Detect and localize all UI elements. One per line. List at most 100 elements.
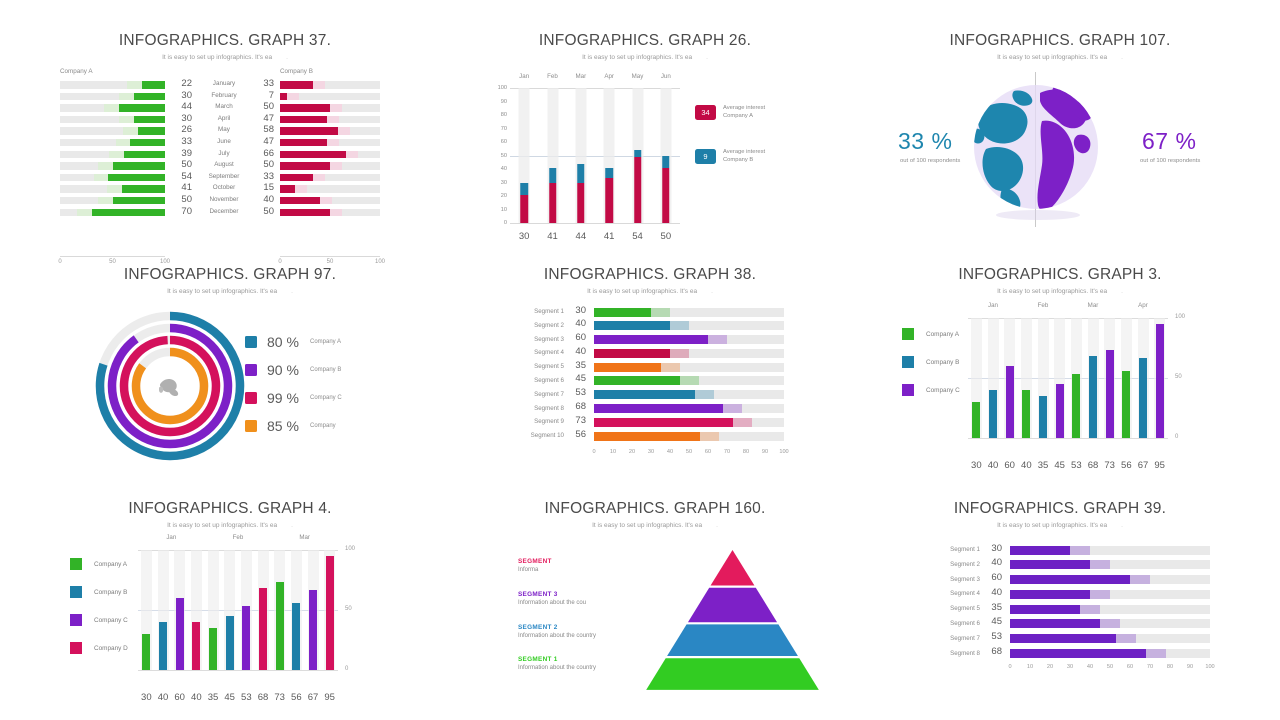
company-b-bar-track <box>280 196 380 205</box>
segment-bar-fill <box>594 390 695 400</box>
y-axis-tick: 30 <box>500 179 507 186</box>
axis-tick-label: 50 <box>326 259 334 265</box>
panel-subtitle: It is easy to set up infographics. It's … <box>997 288 1123 295</box>
y-axis-tick: 60 <box>500 139 507 145</box>
segment-label: Segment 4 <box>534 349 564 357</box>
table-row: 41 October 15 <box>60 182 380 195</box>
column-bar <box>1055 384 1064 438</box>
gridline <box>138 610 338 611</box>
left-percent-value: 33 % <box>898 128 953 154</box>
column-bar <box>192 622 201 670</box>
y-axis-tick: 10 <box>500 206 507 213</box>
column-background <box>190 550 202 670</box>
company-a-value: 50 <box>181 193 192 205</box>
y-axis-tick: 0 <box>1175 434 1179 440</box>
column-background <box>207 550 219 670</box>
pyramid-label-title: SEGMENT 2 <box>518 624 558 631</box>
series-a-segment <box>520 194 528 223</box>
legend-label-line-1: Average interest <box>723 148 766 155</box>
segment-label: Segment 6 <box>950 619 980 627</box>
month-label: Feb <box>232 534 244 541</box>
y-axis-tick: 40 <box>500 166 507 172</box>
month-label: Jan <box>519 73 530 80</box>
company-a-bar-track <box>60 138 165 147</box>
month-label: May <box>631 73 644 80</box>
column-bar <box>1105 350 1114 438</box>
company-b-bar-fill <box>280 138 327 147</box>
table-row: 44 March 50 <box>60 101 380 114</box>
month-label: December <box>209 207 239 215</box>
axis-tick-label: 60 <box>704 449 712 455</box>
gridline <box>968 318 1168 319</box>
list-item: Segment 5 35 <box>522 360 786 375</box>
panel-subtitle: It is easy to set up infographics. It's … <box>167 522 293 529</box>
column-bar <box>1122 370 1131 438</box>
ring-progress-arc <box>131 347 209 425</box>
y-axis-tick: 70 <box>500 125 507 132</box>
month-label: Jan <box>166 534 177 541</box>
segment-bar-track <box>594 348 784 358</box>
month-label: Mar <box>575 73 587 80</box>
legend-company: Company D <box>94 644 128 652</box>
panel-title: INFOGRAPHICS. GRAPH 3. <box>958 266 1162 283</box>
series-a-segment <box>662 167 670 223</box>
segment-bar-fill <box>1010 575 1130 585</box>
ring-progress-arc <box>119 335 221 437</box>
axis-line <box>60 256 165 257</box>
column-background <box>987 318 999 438</box>
column-bar <box>1039 396 1047 438</box>
ring-progress-arc <box>95 311 245 461</box>
column-bar <box>225 616 234 670</box>
panel-graph-38: INFOGRAPHICS. GRAPH 38. It is easy to se… <box>500 266 800 476</box>
graph-26-legend: 34 Average interest Company A 9 Average inte… <box>695 104 765 192</box>
company-a-bar-fill <box>91 208 165 217</box>
y-axis-tick: 0 <box>503 220 507 226</box>
legend-company: Company C <box>310 395 342 401</box>
company-a-bar-fill <box>133 92 165 101</box>
company-a-value: 70 <box>181 205 192 217</box>
company-b-value: 47 <box>263 112 274 124</box>
panel-title: INFOGRAPHICS. GRAPH 38. <box>543 266 757 283</box>
company-a-value: 30 <box>181 112 192 124</box>
segment-bar-track <box>594 404 784 414</box>
company-b-bar-fill <box>280 185 295 193</box>
column-bar <box>1155 324 1164 438</box>
company-a-value: 41 <box>181 182 192 194</box>
series-b-segment <box>548 167 557 183</box>
axis-tick-label: 90 <box>761 449 769 455</box>
column-bar <box>292 602 301 670</box>
axis-tick-label: 50 <box>1106 664 1114 670</box>
panel-graph-107: INFOGRAPHICS. GRAPH 107. It is easy to s… <box>890 32 1230 242</box>
panel-graph-160: INFOGRAPHICS. GRAPH 160. It is easy to s… <box>490 500 820 715</box>
legend-company: Company A <box>310 339 342 345</box>
segment-bar-track <box>594 431 784 441</box>
series-b-segment <box>633 150 642 157</box>
column-value: 95 <box>1154 460 1165 471</box>
axis-tick-label: 40 <box>1086 664 1094 670</box>
list-item: Segment 3 60 <box>938 572 1210 589</box>
panel-graph-4: INFOGRAPHICS. GRAPH 4. It is easy to set… <box>60 500 400 710</box>
legend-label: Average interest Company A <box>723 104 765 121</box>
segment-bar-track <box>1010 545 1210 555</box>
panel-title: INFOGRAPHICS. GRAPH 97. <box>123 266 337 283</box>
column-value: 56 <box>291 692 302 703</box>
company-b-value: 50 <box>263 159 274 171</box>
table-row: 50 August 50 <box>60 159 380 172</box>
axis-tick-label: 100 <box>375 259 386 265</box>
panel-title: INFOGRAPHICS. GRAPH 37. <box>118 32 332 49</box>
series-a-segment <box>548 182 557 223</box>
legend-item: 90 % Company B <box>245 362 342 378</box>
panel-graph-37: INFOGRAPHICS. GRAPH 37. It is easy to se… <box>58 32 390 265</box>
month-label: Mar <box>299 534 310 541</box>
column-bar <box>1005 366 1014 438</box>
gridline <box>510 155 680 157</box>
company-a-bar-fill <box>137 127 165 135</box>
company-a-bar-fill <box>108 173 165 182</box>
axis-tick-label: 20 <box>628 449 636 455</box>
month-label: March <box>215 103 233 111</box>
month-label: April <box>217 114 231 122</box>
axis-tick-label: 80 <box>742 449 750 455</box>
column-value: 68 <box>257 692 269 703</box>
segment-label: Segment 5 <box>534 363 564 371</box>
gridline <box>968 438 1168 439</box>
